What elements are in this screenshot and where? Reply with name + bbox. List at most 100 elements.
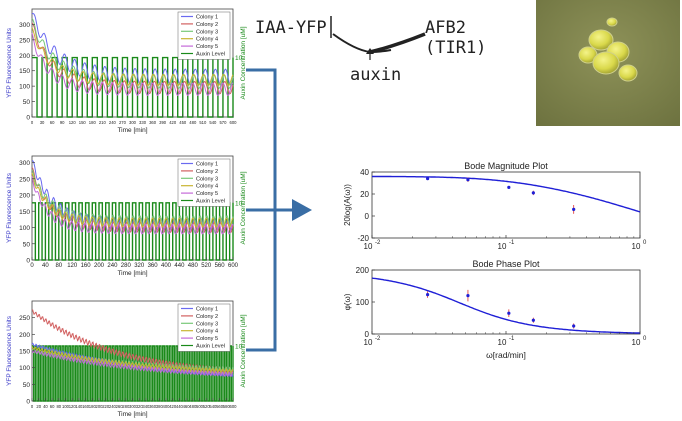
chart-title: Bode Magnitude Plot <box>464 161 548 171</box>
y-tick-label: 50 <box>23 241 31 248</box>
x-tick-label: 120 <box>69 404 77 409</box>
x-tick-exponent: -1 <box>509 240 515 246</box>
data-point <box>426 293 430 297</box>
x-tick-label: 10 <box>498 338 507 347</box>
y-tick-label: 40 <box>360 168 369 177</box>
legend-label: Colony 1 <box>196 162 218 168</box>
x-tick-label: 600 <box>230 404 238 409</box>
x-tick-label: 220 <box>102 404 110 409</box>
y-tick-label: 0 <box>26 258 30 265</box>
y-axis-label: YFP Fluorescence Units <box>6 315 13 386</box>
x-tick-exponent: -1 <box>509 336 515 342</box>
y-tick-label: 100 <box>19 225 30 232</box>
x-tick-label: 160 <box>81 263 92 269</box>
x-tick-label: 10 <box>498 242 507 251</box>
y-tick-label: 0 <box>365 212 370 221</box>
x-tick-label: 340 <box>142 404 150 409</box>
fit-curve <box>372 175 641 213</box>
y-tick-label: 50 <box>23 382 31 389</box>
data-point <box>426 177 430 181</box>
fit-curve <box>371 277 640 334</box>
legend-label: Colony 4 <box>196 184 218 190</box>
series-line-colony-4 <box>31 346 234 375</box>
x-tick-label: 100 <box>62 404 70 409</box>
schematic-bottom-label: auxin <box>350 65 402 85</box>
x-tick-label: 390 <box>159 120 167 125</box>
legend-label: Colony 2 <box>196 314 218 320</box>
x-tick-label: 540 <box>209 404 217 409</box>
x-tick-exponent: 0 <box>643 336 647 342</box>
x-tick-label: 200 <box>96 404 104 409</box>
legend-label: Colony 4 <box>196 329 218 335</box>
x-tick-label: 360 <box>149 404 157 409</box>
x-tick-label: 270 <box>119 120 127 125</box>
x-tick-label: 570 <box>219 120 227 125</box>
legend-label: Colony 1 <box>196 15 218 21</box>
x-tick-label: 510 <box>199 120 207 125</box>
x-tick-label: 520 <box>201 263 212 269</box>
series-line-colony-4 <box>31 27 234 87</box>
x-tick-exponent: 0 <box>643 240 647 246</box>
y-tick-label: 0 <box>365 330 370 339</box>
y-tick-label: 0 <box>26 399 30 406</box>
x-tick-label: 300 <box>129 404 137 409</box>
x-tick-label: 280 <box>122 404 130 409</box>
x-tick-label: 440 <box>174 263 185 269</box>
x-tick-label: 360 <box>149 120 157 125</box>
x-tick-label: 300 <box>129 120 137 125</box>
x-tick-label: 120 <box>69 120 77 125</box>
legend-label: Colony 3 <box>196 321 218 327</box>
plot-frame <box>371 269 641 335</box>
x-tick-label: 440 <box>176 404 184 409</box>
y-axis-label: φ(ω) <box>343 293 352 310</box>
data-point <box>466 294 470 298</box>
legend-box <box>177 11 231 60</box>
x-tick-label: 0 <box>31 120 34 125</box>
yeast-cells <box>578 17 638 82</box>
x-tick-label: 420 <box>169 120 177 125</box>
y-tick-label: 200 <box>19 332 30 339</box>
series-line-colony-3 <box>31 169 234 228</box>
x-tick-label: 240 <box>109 120 117 125</box>
x-tick-label: 40 <box>42 263 49 269</box>
x-tick-label: 60 <box>50 404 55 409</box>
schematic-left-label: IAA-YFP <box>255 18 327 38</box>
series-line-colony-5 <box>31 32 234 96</box>
auxin-level-line <box>32 56 234 118</box>
x-tick-label: 150 <box>79 120 87 125</box>
legend-label: Colony 5 <box>196 44 218 50</box>
data-point <box>507 311 511 315</box>
y2-axis-label: Auxin Concentration [uM] <box>240 314 247 387</box>
x-tick-label: 600 <box>230 120 238 125</box>
x-tick-label: 20 <box>36 404 41 409</box>
legend-label: Colony 3 <box>196 176 218 182</box>
x-tick-label: 40 <box>43 404 48 409</box>
y-tick-label: 250 <box>19 315 30 322</box>
data-point <box>572 207 576 211</box>
x-tick-label: 180 <box>89 120 97 125</box>
x-tick-label: 480 <box>189 120 197 125</box>
x-tick-label: 280 <box>121 263 132 269</box>
y-tick-label: 150 <box>19 68 30 75</box>
legend-label: Auxin Level <box>196 199 225 205</box>
x-tick-label: 260 <box>116 404 124 409</box>
connector-arrows <box>246 68 312 352</box>
y-tick-label: 250 <box>19 37 30 44</box>
x-tick-label: 580 <box>223 404 231 409</box>
y-tick-label: 100 <box>356 298 370 307</box>
x-tick-label: 320 <box>136 404 144 409</box>
x-tick-exponent: -2 <box>375 336 381 342</box>
x-tick-label: 480 <box>189 404 197 409</box>
x-tick-label: 540 <box>209 120 217 125</box>
y2-axis-label: Auxin Concentration [uM] <box>240 26 247 99</box>
y2-tick-label: 10 <box>235 55 243 62</box>
x-tick-label: 400 <box>161 263 172 269</box>
x-tick-label: 80 <box>56 404 61 409</box>
y-tick-label: 250 <box>19 176 30 183</box>
x-tick-label: 560 <box>215 263 226 269</box>
y-tick-label: 200 <box>19 193 30 200</box>
series-line-colony-3 <box>31 18 234 89</box>
